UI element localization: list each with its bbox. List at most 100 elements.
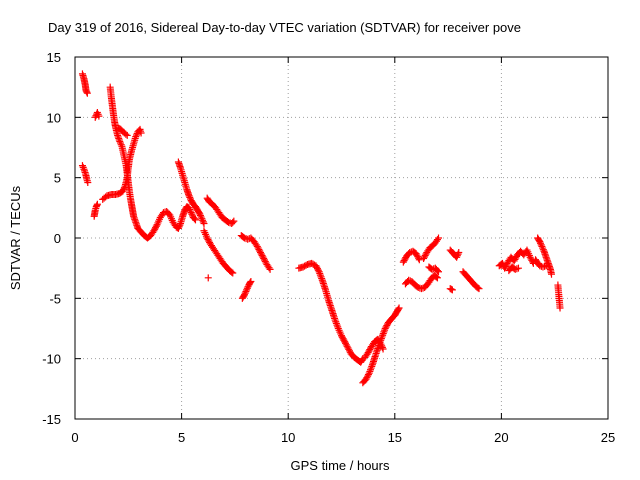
data-point	[527, 255, 535, 263]
data-point	[432, 273, 440, 281]
data-point	[122, 130, 130, 138]
x-tick-label: 20	[494, 430, 508, 445]
data-point	[537, 241, 545, 249]
data-point	[83, 88, 91, 96]
data-point	[395, 304, 403, 312]
data-point	[150, 227, 158, 235]
data-point	[185, 192, 193, 200]
data-point	[256, 247, 264, 255]
data-point	[541, 262, 549, 270]
x-tick-label: 0	[71, 430, 78, 445]
data-point	[174, 224, 182, 232]
y-axis-label: SDTVAR / TECUs	[8, 185, 23, 290]
data-point	[536, 262, 544, 270]
data-point	[433, 274, 441, 282]
data-point	[420, 253, 428, 261]
data-point	[366, 367, 374, 375]
data-point	[265, 264, 273, 272]
data-point	[341, 339, 349, 347]
data-point	[379, 331, 387, 339]
data-point	[331, 316, 339, 324]
data-point	[198, 215, 206, 223]
data-point	[536, 239, 544, 247]
data-point	[205, 237, 213, 245]
data-point	[204, 274, 212, 282]
data-point	[151, 225, 159, 233]
data-point	[93, 200, 101, 208]
data-point	[454, 250, 462, 258]
data-point	[383, 321, 391, 329]
data-point	[95, 112, 103, 120]
data-point	[204, 236, 212, 244]
data-point	[539, 246, 547, 254]
data-point	[343, 342, 351, 350]
x-tick-label: 25	[601, 430, 615, 445]
grid-lines	[75, 57, 608, 419]
data-point	[400, 257, 408, 265]
data-point	[365, 347, 373, 355]
data-point	[435, 234, 443, 242]
data-point	[83, 89, 91, 97]
data-point	[413, 251, 421, 259]
data-point	[137, 129, 145, 137]
data-point	[151, 224, 159, 232]
data-point	[377, 340, 385, 348]
data-point	[512, 254, 520, 262]
data-point	[401, 255, 409, 263]
data-point	[197, 213, 205, 221]
data-point	[417, 285, 425, 293]
data-point	[242, 287, 250, 295]
data-point	[196, 210, 204, 218]
data-point	[539, 263, 547, 271]
data-point	[132, 133, 140, 141]
data-point	[435, 268, 443, 276]
data-point	[414, 283, 422, 291]
data-point	[421, 251, 429, 259]
data-point	[368, 362, 376, 370]
data-point	[378, 342, 386, 350]
data-point	[186, 207, 194, 215]
data-point	[260, 255, 268, 263]
data-point	[341, 338, 349, 346]
data-point	[338, 332, 345, 340]
data-point	[366, 366, 374, 374]
data-point	[132, 131, 140, 139]
data-point	[420, 255, 428, 263]
data-point	[260, 256, 268, 264]
data-point	[548, 270, 556, 278]
plot-frame	[74, 56, 609, 420]
chart-title: Day 319 of 2016, Sidereal Day-to-day VTE…	[48, 20, 521, 35]
data-point	[339, 335, 347, 343]
data-point	[117, 141, 125, 149]
data-point	[333, 321, 341, 329]
data-point	[433, 267, 441, 275]
data-point	[415, 256, 423, 264]
data-point	[526, 253, 534, 261]
data-point	[84, 178, 92, 186]
y-tick-label: 10	[47, 110, 61, 125]
x-tick-label: 15	[388, 430, 402, 445]
data-point	[381, 326, 389, 334]
data-point	[253, 242, 261, 250]
y-tick-label: 5	[54, 171, 61, 186]
data-point	[312, 262, 320, 270]
data-point	[313, 263, 321, 271]
data-point	[514, 264, 522, 272]
data-point	[116, 137, 124, 145]
data-point	[364, 372, 372, 380]
data-points	[78, 70, 564, 387]
data-point	[510, 257, 518, 265]
data-point	[243, 286, 251, 294]
data-point	[261, 258, 269, 266]
data-point	[378, 333, 386, 341]
data-point	[256, 248, 264, 256]
data-point	[243, 284, 251, 292]
data-point	[199, 218, 207, 226]
y-tick-label: 15	[47, 50, 61, 65]
data-point	[448, 286, 456, 294]
data-point	[453, 252, 461, 260]
data-point	[345, 347, 353, 355]
data-point	[240, 291, 248, 299]
data-point	[315, 268, 323, 276]
data-point	[379, 345, 387, 353]
